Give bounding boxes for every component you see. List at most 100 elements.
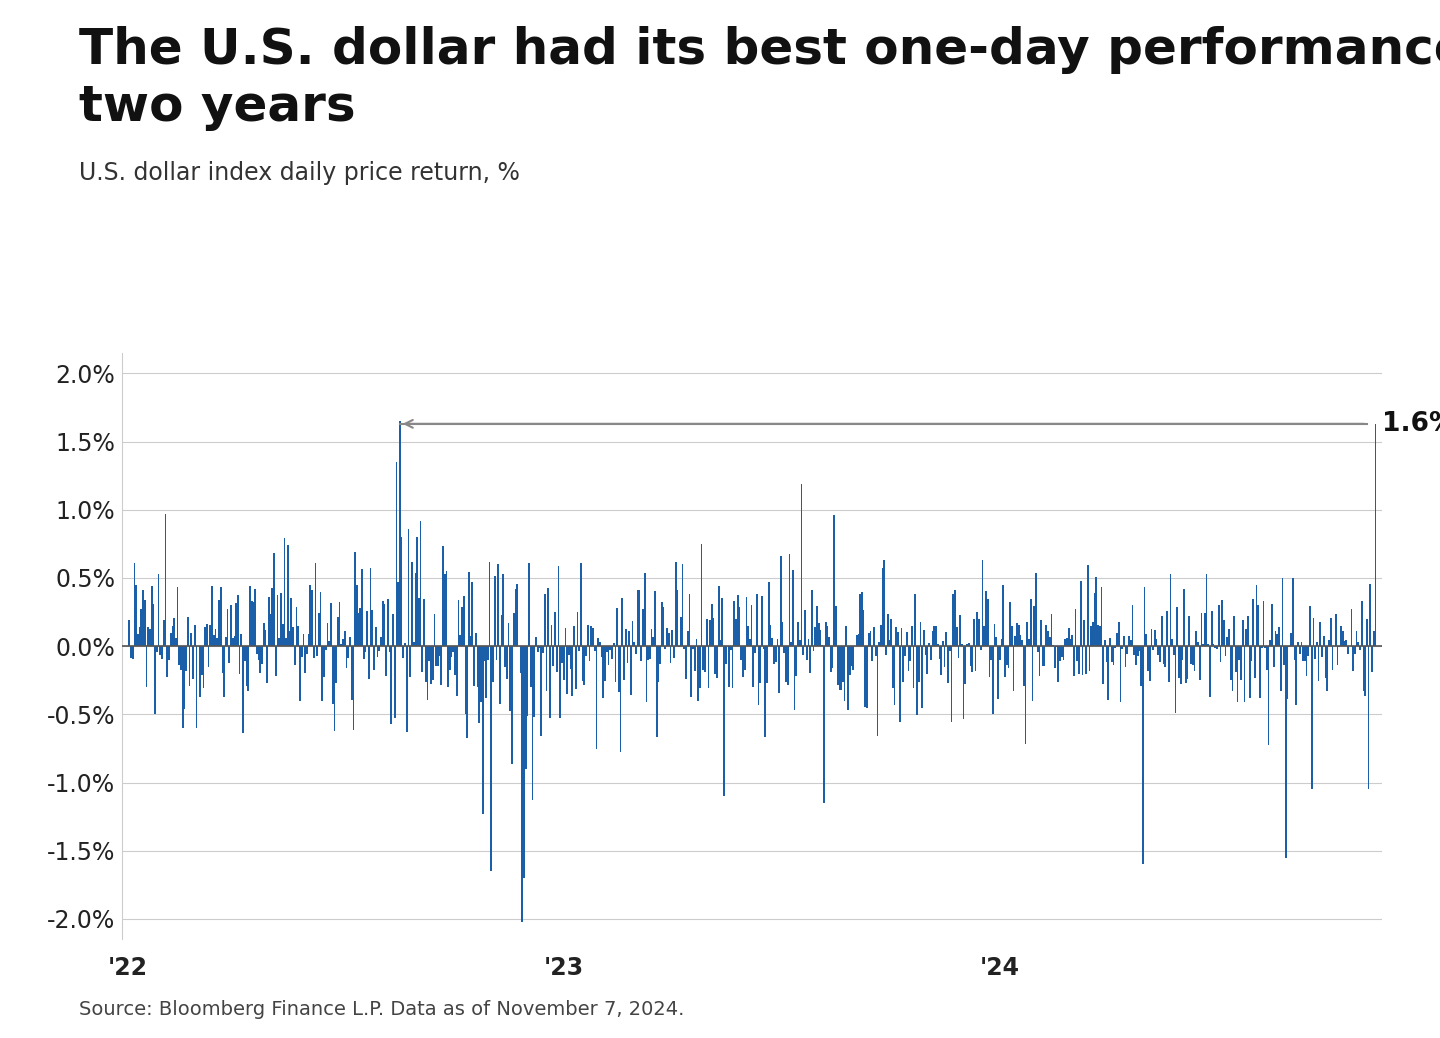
Bar bbox=[491, 646, 492, 871]
Bar bbox=[778, 646, 780, 693]
Bar bbox=[468, 572, 469, 646]
Bar bbox=[1259, 646, 1261, 699]
Bar bbox=[1214, 646, 1215, 648]
Bar bbox=[240, 633, 242, 646]
Bar bbox=[765, 646, 766, 737]
Bar bbox=[1044, 646, 1045, 665]
Bar bbox=[266, 646, 268, 683]
Bar bbox=[913, 646, 914, 688]
Bar bbox=[847, 646, 850, 710]
Bar bbox=[1140, 646, 1142, 686]
Bar bbox=[467, 646, 468, 738]
Bar bbox=[484, 646, 485, 661]
Bar bbox=[808, 639, 809, 646]
Bar bbox=[844, 646, 845, 701]
Bar bbox=[276, 596, 278, 646]
Bar bbox=[1273, 646, 1274, 667]
Text: U.S. dollar index daily price return, %: U.S. dollar index daily price return, % bbox=[79, 161, 520, 185]
Bar bbox=[492, 646, 494, 682]
Bar bbox=[644, 573, 645, 646]
Bar bbox=[1318, 646, 1319, 681]
Bar bbox=[1369, 584, 1371, 646]
Bar bbox=[1352, 646, 1354, 671]
Bar bbox=[1215, 646, 1218, 649]
Bar bbox=[1020, 635, 1021, 646]
Bar bbox=[360, 608, 361, 646]
Bar bbox=[1166, 610, 1168, 646]
Bar bbox=[308, 634, 310, 646]
Bar bbox=[373, 646, 374, 671]
Bar bbox=[982, 559, 984, 646]
Bar bbox=[878, 643, 880, 646]
Bar bbox=[325, 646, 327, 650]
Bar bbox=[873, 627, 874, 646]
Bar bbox=[168, 646, 170, 660]
Bar bbox=[1027, 622, 1028, 646]
Bar bbox=[418, 598, 419, 646]
Bar bbox=[422, 646, 423, 672]
Bar bbox=[651, 629, 652, 646]
Bar bbox=[773, 646, 775, 664]
Bar bbox=[1158, 646, 1159, 655]
Bar bbox=[1200, 646, 1201, 680]
Bar bbox=[344, 631, 346, 646]
Bar bbox=[749, 639, 750, 646]
Bar bbox=[589, 646, 590, 661]
Bar bbox=[1063, 646, 1064, 659]
Bar bbox=[1073, 646, 1074, 676]
Bar bbox=[811, 591, 812, 646]
Bar bbox=[704, 646, 706, 673]
Bar bbox=[428, 646, 431, 661]
Bar bbox=[628, 630, 631, 646]
Bar bbox=[248, 646, 249, 690]
Bar bbox=[1276, 634, 1279, 646]
Bar bbox=[1264, 646, 1266, 649]
Bar bbox=[1083, 620, 1086, 646]
Bar bbox=[200, 646, 203, 675]
Bar bbox=[1030, 599, 1031, 646]
Bar bbox=[1025, 646, 1027, 744]
Bar bbox=[347, 646, 348, 658]
Bar bbox=[1135, 646, 1136, 665]
Bar bbox=[1022, 646, 1025, 686]
Bar bbox=[524, 646, 527, 769]
Bar bbox=[886, 646, 887, 655]
Bar bbox=[880, 625, 881, 646]
Bar bbox=[304, 646, 305, 673]
Bar bbox=[1241, 621, 1244, 646]
Bar bbox=[1149, 646, 1151, 681]
Bar bbox=[451, 646, 452, 657]
Bar bbox=[1371, 646, 1372, 672]
Bar bbox=[171, 626, 173, 646]
Bar bbox=[600, 646, 602, 657]
Bar bbox=[1174, 646, 1175, 655]
Bar bbox=[1375, 424, 1377, 646]
Bar bbox=[756, 594, 757, 646]
Bar bbox=[564, 628, 566, 646]
Bar bbox=[688, 594, 690, 646]
Bar bbox=[537, 646, 539, 652]
Bar bbox=[929, 644, 930, 646]
Bar bbox=[374, 627, 377, 646]
Bar bbox=[1159, 646, 1161, 662]
Bar bbox=[1099, 626, 1100, 646]
Bar bbox=[441, 646, 442, 685]
Bar bbox=[497, 564, 500, 646]
Bar bbox=[827, 626, 828, 646]
Bar bbox=[721, 598, 723, 646]
Bar bbox=[154, 646, 156, 714]
Bar bbox=[400, 537, 403, 646]
Bar bbox=[562, 646, 563, 663]
Bar bbox=[408, 529, 409, 646]
Bar bbox=[386, 646, 387, 676]
Bar bbox=[819, 630, 821, 646]
Bar bbox=[1248, 646, 1250, 698]
Bar bbox=[541, 646, 544, 654]
Bar bbox=[395, 646, 396, 717]
Bar bbox=[1244, 646, 1246, 703]
Bar bbox=[809, 646, 811, 674]
Bar bbox=[986, 599, 988, 646]
Bar bbox=[380, 637, 382, 646]
Bar bbox=[672, 646, 675, 658]
Bar bbox=[289, 631, 291, 646]
